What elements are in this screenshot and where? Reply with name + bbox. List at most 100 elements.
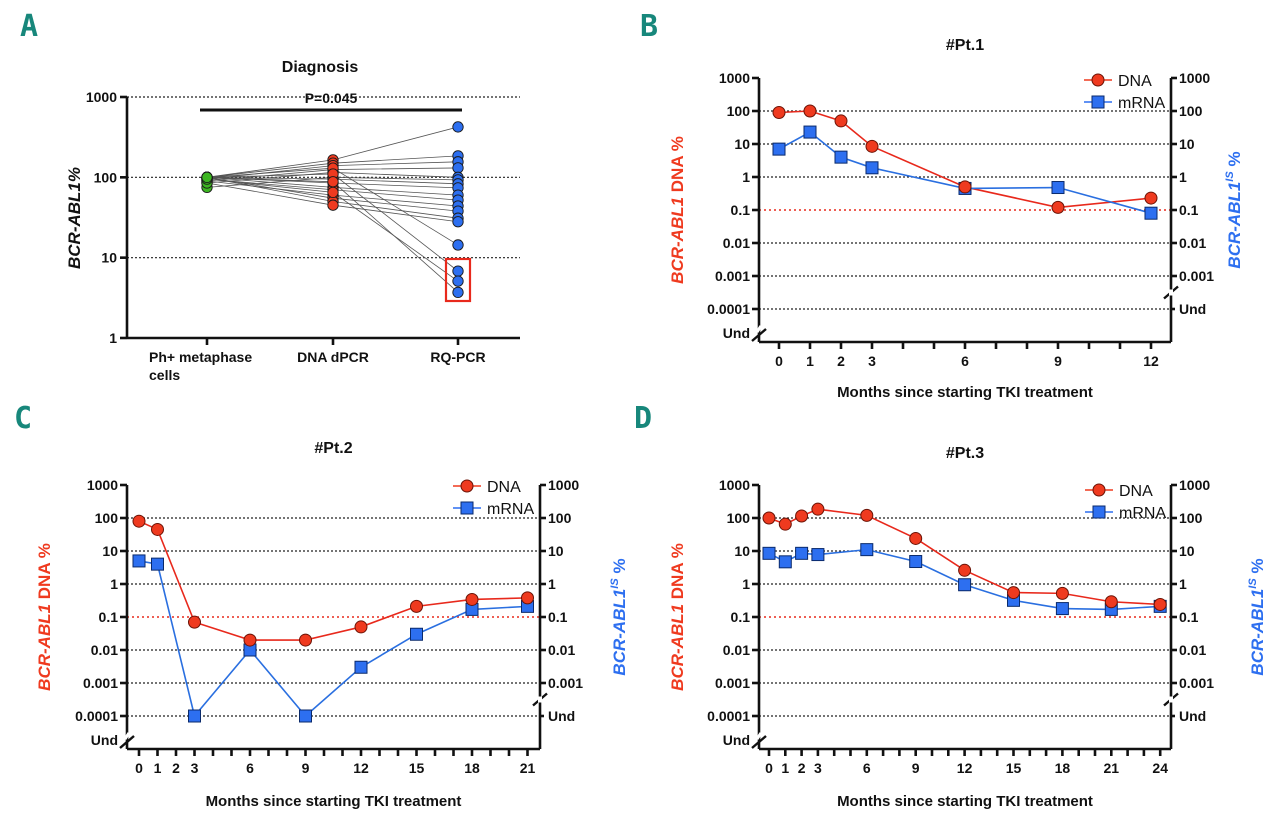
x-tick-label: 12 xyxy=(1143,353,1159,369)
left-y-tick-label: Und xyxy=(91,732,118,748)
x-tick-label: 0 xyxy=(135,760,143,776)
data-point-rq xyxy=(452,275,464,287)
right-y-tick-label: 10 xyxy=(1179,136,1195,152)
right-y-tick-label: 0.001 xyxy=(548,675,583,691)
right-y-tick-label: Und xyxy=(1179,301,1206,317)
left-y-tick-label: 1 xyxy=(742,576,750,592)
mrna-data-point xyxy=(795,546,809,560)
panel-label-b: B xyxy=(640,9,658,44)
left-axis-gap xyxy=(123,732,131,740)
dna-data-point xyxy=(1055,586,1069,600)
mrna-data-point xyxy=(410,627,423,641)
right-y-axis-label: BCR-ABL1IS % xyxy=(1247,558,1267,675)
right-y-tick-label: 10 xyxy=(1179,543,1195,559)
legend-dna-marker xyxy=(1091,73,1105,87)
x-tick-label: 0 xyxy=(775,353,783,369)
right-y-tick-label: 0.01 xyxy=(548,642,575,658)
x-tick-label: 9 xyxy=(912,760,920,776)
dna-data-point xyxy=(1051,200,1065,214)
left-axis-break xyxy=(119,735,135,749)
left-y-tick-label: 0.0001 xyxy=(75,708,118,724)
dna-data-point xyxy=(1007,586,1020,600)
x-tick-label: 18 xyxy=(464,760,480,776)
right-y-tick-label: Und xyxy=(1179,708,1206,724)
left-y-tick-label: 100 xyxy=(727,103,751,119)
x-tick-label: 6 xyxy=(961,353,969,369)
left-y-tick-label: 100 xyxy=(727,510,751,526)
dna-data-point xyxy=(811,502,825,516)
left-y-tick-label: 0.001 xyxy=(715,268,750,284)
x-tick-label: 15 xyxy=(409,760,425,776)
left-axis-break xyxy=(751,735,767,749)
left-y-tick-label: 0.01 xyxy=(723,642,750,658)
x-tick-label: 21 xyxy=(520,760,536,776)
left-axis-gap xyxy=(755,732,763,740)
mrna-data-point xyxy=(811,548,825,562)
legend-label-mrna: mRNA xyxy=(1119,505,1166,522)
mrna-data-point xyxy=(188,709,201,723)
legend-mrna-marker xyxy=(1092,505,1106,519)
y-tick-label: 1000 xyxy=(86,89,117,105)
x-tick-label: 12 xyxy=(353,760,369,776)
left-y-tick-label: 10 xyxy=(734,543,750,559)
x-tick-label: 3 xyxy=(191,760,199,776)
chart-title: #Pt.1 xyxy=(946,37,984,54)
right-y-tick-label: 0.1 xyxy=(1179,609,1199,625)
legend: DNA mRNA xyxy=(1084,73,1165,112)
left-y-tick-label: 0.1 xyxy=(99,609,119,625)
mrna-data-point xyxy=(865,161,879,175)
data-point-dna xyxy=(327,176,339,188)
x-tick-label: 1 xyxy=(781,760,789,776)
left-y-tick-label: 1000 xyxy=(719,477,750,493)
left-y-tick-label: 0.001 xyxy=(83,675,118,691)
right-axis-gap xyxy=(538,696,542,703)
dna-data-point xyxy=(860,508,874,522)
legend: DNA mRNA xyxy=(453,479,534,518)
dna-data-point xyxy=(151,522,164,536)
x-tick-label: 18 xyxy=(1055,760,1071,776)
mrna-data-point xyxy=(958,578,972,592)
dna-data-point xyxy=(1144,191,1158,205)
right-y-tick-label: 100 xyxy=(1179,510,1203,526)
x-tick-label: 2 xyxy=(837,353,845,369)
dna-data-point xyxy=(132,514,146,528)
x-tick-label: 3 xyxy=(868,353,876,369)
data-point-rq xyxy=(452,265,464,277)
x-tick-label: 1 xyxy=(154,760,162,776)
x-tick-label: 6 xyxy=(863,760,871,776)
right-y-tick-label: 1000 xyxy=(1179,70,1210,86)
dna-data-point xyxy=(521,591,534,605)
x-tick-label: 1 xyxy=(806,353,814,369)
data-point-dna xyxy=(327,199,339,211)
dna-data-point xyxy=(243,633,257,647)
dna-data-point xyxy=(958,563,972,577)
panel-c-pt2-chart: #Pt.2Und0.00010.0010.010.11101001000Und0… xyxy=(35,440,629,810)
dna-data-point xyxy=(803,104,817,118)
right-y-tick-label: 10 xyxy=(548,543,564,559)
legend-label-mrna: mRNA xyxy=(1118,95,1165,112)
mrna-data-point xyxy=(299,709,312,723)
left-y-tick-label: 0.0001 xyxy=(707,301,750,317)
x-axis-label: Months since starting TKI treatment xyxy=(206,793,462,810)
x-tick-label: 24 xyxy=(1152,760,1168,776)
highlight-box xyxy=(444,257,472,303)
dna-data-point xyxy=(865,139,879,153)
right-y-axis-label: BCR-ABL1IS % xyxy=(609,558,629,675)
left-y-tick-label: 0.01 xyxy=(723,235,750,251)
right-y-tick-label: 0.1 xyxy=(548,609,568,625)
data-point-rq xyxy=(452,216,464,228)
x-tick-label: 3 xyxy=(814,760,822,776)
dna-data-point xyxy=(958,180,972,194)
right-y-axis-label: BCR-ABL1IS % xyxy=(1224,151,1244,268)
legend-dna-marker xyxy=(1092,483,1106,497)
x-tick-label: 2 xyxy=(798,760,806,776)
data-point-rq xyxy=(452,121,464,133)
data-point-dna xyxy=(327,186,339,199)
x-tick-label: Ph+ metaphase cells xyxy=(149,349,252,383)
right-y-tick-label: 1000 xyxy=(548,477,579,493)
panel-label-a: A xyxy=(20,9,38,44)
right-y-tick-label: 100 xyxy=(548,510,572,526)
x-tick-label: DNA dPCR xyxy=(297,349,369,365)
mrna-data-point xyxy=(860,543,874,557)
